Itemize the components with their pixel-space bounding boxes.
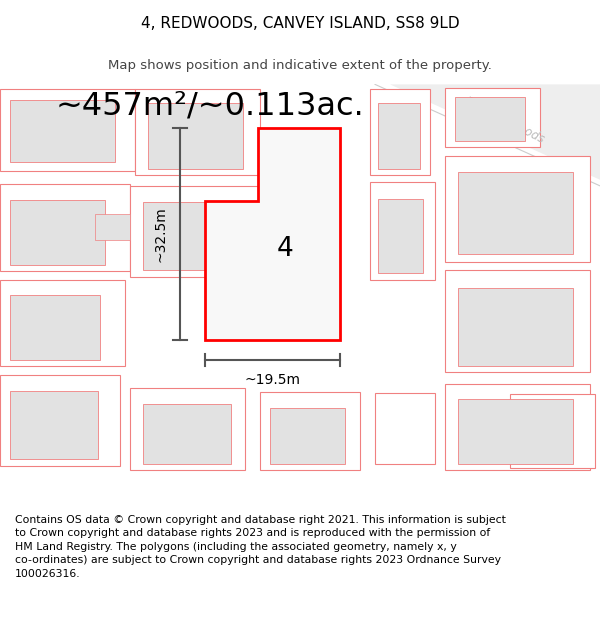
Bar (445, 270, 590, 372)
Bar (0, 279, 125, 366)
Bar (0, 184, 130, 271)
Bar (95, 214, 130, 241)
Bar (143, 404, 231, 464)
Bar (458, 288, 573, 366)
Bar (378, 199, 423, 272)
Text: Map shows position and indicative extent of the property.: Map shows position and indicative extent… (108, 59, 492, 72)
Bar (458, 399, 573, 464)
Polygon shape (205, 127, 340, 340)
Bar (10, 391, 98, 459)
Text: ~457m²/~0.113ac.: ~457m²/~0.113ac. (56, 91, 364, 121)
Text: 4: 4 (277, 236, 293, 262)
Bar (370, 182, 435, 279)
Polygon shape (390, 84, 600, 180)
Bar (455, 98, 525, 141)
Text: 4, REDWOODS, CANVEY ISLAND, SS8 9LD: 4, REDWOODS, CANVEY ISLAND, SS8 9LD (140, 16, 460, 31)
Bar (0, 89, 135, 171)
Bar (10, 100, 115, 162)
Bar (10, 295, 100, 360)
Bar (445, 88, 540, 147)
Text: ~19.5m: ~19.5m (245, 373, 301, 388)
Bar (445, 384, 590, 471)
Bar (458, 172, 573, 254)
Bar (10, 200, 105, 265)
Bar (135, 89, 260, 176)
Text: ~32.5m: ~32.5m (153, 206, 167, 262)
Bar (378, 104, 420, 169)
Bar (445, 156, 590, 262)
Bar (0, 375, 120, 466)
Text: Contains OS data © Crown copyright and database right 2021. This information is : Contains OS data © Crown copyright and d… (15, 515, 506, 579)
Bar (270, 408, 345, 464)
Bar (370, 89, 430, 176)
Bar (148, 104, 243, 169)
Bar (143, 202, 238, 270)
Bar (130, 186, 260, 277)
Text: The Redwoods: The Redwoods (464, 96, 547, 146)
Bar (130, 388, 245, 471)
Bar (260, 392, 360, 471)
Bar (510, 394, 595, 468)
Bar (375, 393, 435, 464)
